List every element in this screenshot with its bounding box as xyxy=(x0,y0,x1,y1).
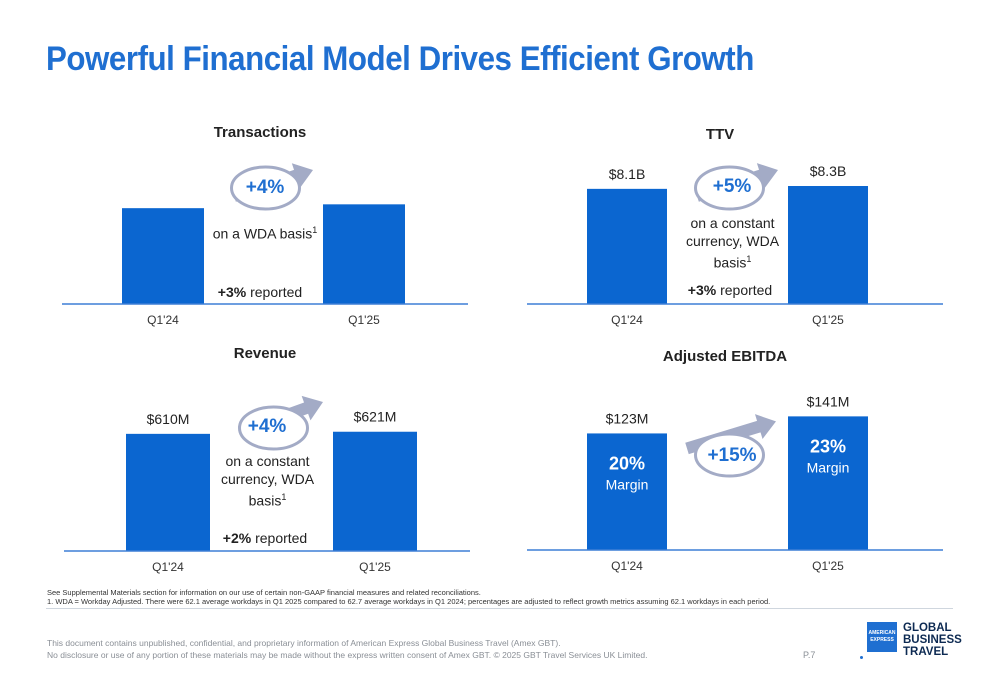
category-label: Q1'25 xyxy=(812,559,844,573)
growth-bubble xyxy=(694,432,765,478)
growth-value: +4% xyxy=(245,177,285,198)
bar-Q1'25 xyxy=(323,204,405,304)
margin-label: Margin xyxy=(606,476,649,492)
ttv-panel: TTV $8.1B Q1'24 $8.3B Q1'25 +5% on a consta… xyxy=(525,120,950,335)
margin-value: 20% xyxy=(609,453,645,473)
data-label: $610M xyxy=(147,411,190,427)
bar-Q1'25 xyxy=(333,431,417,551)
reported-growth: +3% reported xyxy=(217,284,303,300)
margin-label: Margin xyxy=(807,459,850,475)
ebitda-chart: $123M Q1'24 20% Margin $141M Q1'25 23% Margin xyxy=(527,393,943,573)
category-label: Q1'24 xyxy=(611,313,643,327)
transactions-panel: Transactions Q1'24 Q1'25 +4% on a WDA bas… xyxy=(60,120,470,335)
chart-title: TTV xyxy=(705,126,735,143)
growth-value: +5% xyxy=(712,176,752,197)
category-label: Q1'24 xyxy=(611,559,643,573)
bar-Q1'24 xyxy=(587,188,667,304)
bar-Q1'25 xyxy=(788,416,868,550)
category-label: Q1'25 xyxy=(348,313,380,327)
revenue-chart: $610M Q1'24 $621M Q1'25 xyxy=(64,395,470,574)
logo-dot xyxy=(860,656,863,659)
data-label: $141M xyxy=(807,393,850,409)
footnote-wda: 1. WDA = Workday Adjusted. There were 62… xyxy=(47,597,771,606)
data-label: $123M xyxy=(606,410,649,426)
transactions-chart: Q1'24 Q1'25 xyxy=(62,163,468,327)
revenue-panel: Revenue $610M Q1'24 $621M Q1'25 +4% on a co… xyxy=(60,340,470,580)
reported-growth: +3% reported xyxy=(687,282,773,298)
data-label: $8.1B xyxy=(609,166,646,182)
category-label: Q1'25 xyxy=(359,560,391,574)
bar-Q1'24 xyxy=(122,208,204,304)
footnote-nongaap: See Supplemental Materials section for i… xyxy=(47,588,481,597)
margin-value: 23% xyxy=(810,436,846,456)
bar-Q1'24 xyxy=(587,433,667,550)
bar-Q1'24 xyxy=(126,433,210,551)
category-label: Q1'25 xyxy=(812,313,844,327)
growth-bubble xyxy=(230,165,301,211)
reported-growth: +2% reported xyxy=(222,530,308,546)
chart-title: Transactions xyxy=(213,124,307,141)
footer-divider xyxy=(46,608,953,609)
ebitda-panel: Adjusted EBITDA $123M Q1'24 20% Margin $141M… xyxy=(525,340,950,580)
growth-bubble xyxy=(238,405,309,451)
growth-value: +15% xyxy=(707,445,757,466)
bar-Q1'25 xyxy=(788,186,868,304)
growth-note: on a WDA basis1 xyxy=(212,225,318,242)
growth-value: +4% xyxy=(247,416,287,437)
data-label: $8.3B xyxy=(810,163,847,179)
growth-note: on a constant currency, WDA basis1 xyxy=(220,453,315,509)
chart-title: Revenue xyxy=(233,345,297,362)
page-title: Powerful Financial Model Drives Efficien… xyxy=(46,40,754,78)
confidentiality-notice: This document contains unpublished, conf… xyxy=(47,638,561,648)
copyright-notice: No disclosure or use of any portion of t… xyxy=(47,650,648,660)
data-label: $621M xyxy=(354,409,397,425)
chart-title: Adjusted EBITDA xyxy=(662,348,788,365)
growth-note: on a constant currency, WDA basis1 xyxy=(685,215,780,271)
ttv-chart: $8.1B Q1'24 $8.3B Q1'25 xyxy=(527,163,943,327)
amex-logo-badge: AMERICAN EXPRESS xyxy=(867,622,897,652)
growth-bubble xyxy=(694,165,765,211)
page-number: P.7 xyxy=(803,650,816,660)
gbt-logo-wordmark: GLOBAL BUSINESS TRAVEL xyxy=(903,622,962,658)
category-label: Q1'24 xyxy=(152,560,184,574)
category-label: Q1'24 xyxy=(147,313,179,327)
